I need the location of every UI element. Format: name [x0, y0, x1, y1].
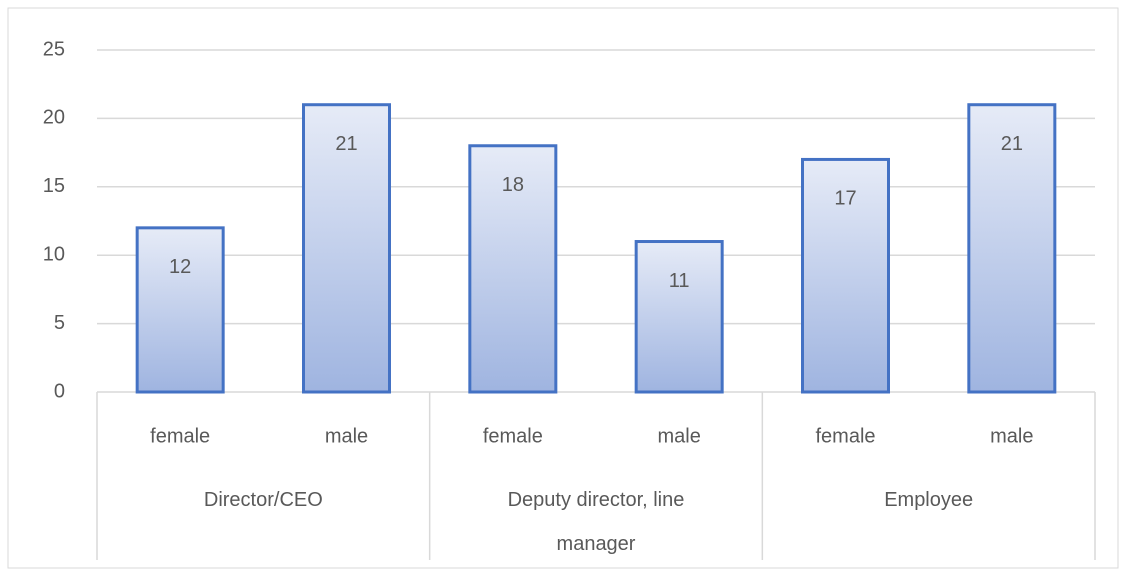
bar [468, 144, 558, 394]
group-label: Deputy director, line manager [507, 489, 685, 555]
x-tick-label: male [325, 425, 368, 447]
x-tick-label: female [150, 425, 210, 447]
bar [967, 103, 1057, 394]
x-tick-label: female [815, 425, 875, 447]
data-label: 17 [834, 188, 856, 210]
y-tick-label: 20 [43, 107, 65, 129]
data-label: 12 [169, 256, 191, 278]
y-tick-label: 0 [54, 380, 65, 402]
group-label: Director/CEO [203, 489, 323, 511]
bar [302, 103, 391, 394]
y-tick-label: 15 [43, 175, 65, 197]
data-label: 21 [335, 133, 357, 155]
bar [801, 157, 890, 394]
data-label: 18 [502, 174, 524, 196]
y-tick-label: 10 [43, 243, 65, 265]
bar [634, 240, 724, 394]
bar [135, 226, 225, 394]
data-label: 21 [1001, 133, 1023, 155]
group-label: Employee [884, 489, 974, 511]
x-tick-label: male [990, 425, 1033, 447]
x-tick-label: male [657, 425, 700, 447]
y-tick-label: 5 [54, 312, 65, 334]
y-tick-label: 25 [43, 38, 65, 60]
x-tick-label: female [483, 425, 543, 447]
data-label: 11 [669, 270, 690, 292]
